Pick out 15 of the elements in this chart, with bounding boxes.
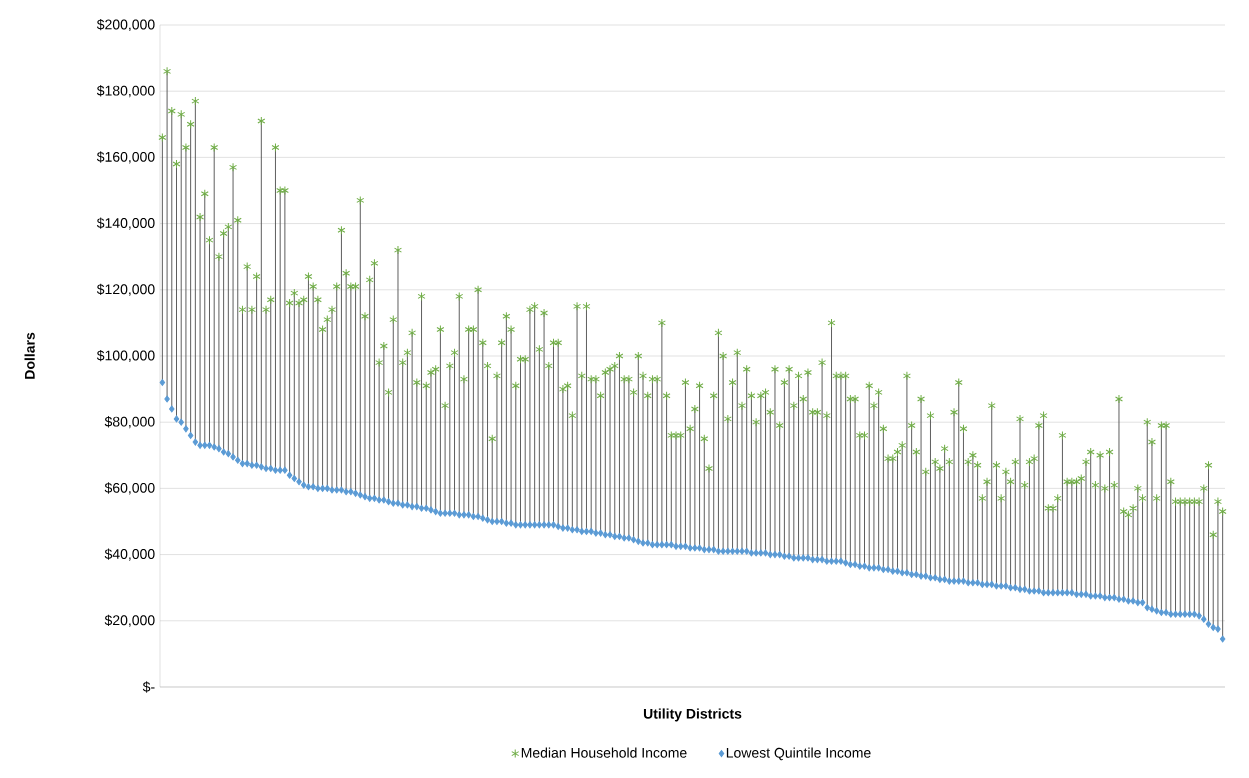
x-axis-title: Utility Districts: [643, 708, 742, 722]
y-tick-label: $20,000: [104, 614, 155, 627]
y-tick-label: $80,000: [104, 416, 155, 429]
y-tick-label: $140,000: [96, 217, 155, 230]
y-tick-label: $180,000: [96, 85, 155, 98]
y-axis-title: Dollars: [24, 332, 35, 379]
y-tick-label: $-: [142, 681, 155, 693]
y-tick-label: $200,000: [96, 18, 155, 32]
y-tick-label: $100,000: [96, 349, 155, 363]
y-tick-label: $40,000: [104, 548, 155, 561]
y-tick-label: $160,000: [96, 151, 155, 164]
y-tick-label: $60,000: [104, 482, 155, 495]
legend-label: Lowest Quintile Income: [726, 747, 871, 761]
y-tick-label: $120,000: [96, 283, 155, 296]
legend-label: Median Household Income: [521, 747, 687, 758]
